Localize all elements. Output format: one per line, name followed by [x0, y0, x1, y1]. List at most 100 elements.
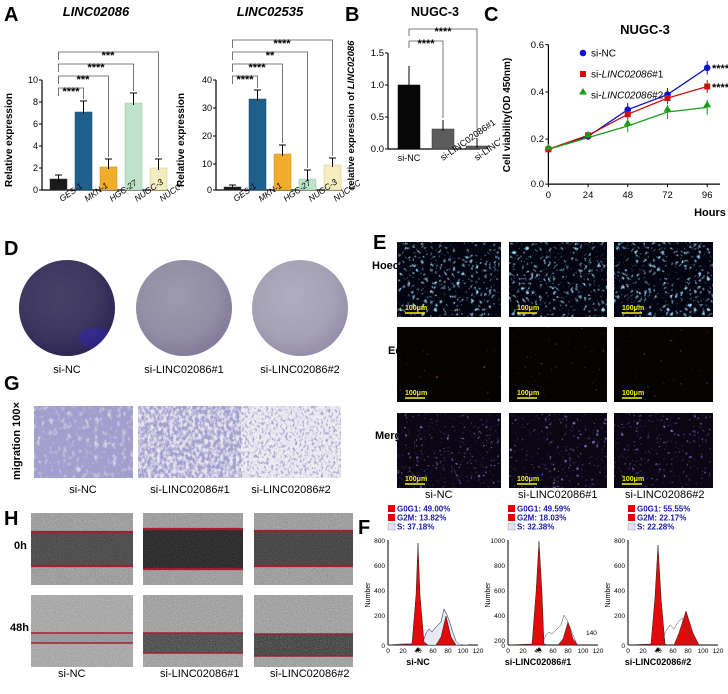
svg-text:4: 4 — [33, 141, 38, 151]
svg-text:20: 20 — [519, 648, 527, 655]
svg-text:NUGC-3: NUGC-3 — [411, 5, 459, 19]
svg-text:60: 60 — [429, 648, 437, 655]
svg-text:20: 20 — [399, 648, 407, 655]
svg-text:0.0: 0.0 — [371, 144, 384, 155]
svg-text:30: 30 — [202, 103, 212, 113]
svg-text:800: 800 — [374, 538, 385, 545]
svg-text:800: 800 — [494, 563, 505, 570]
svg-text:80: 80 — [444, 648, 452, 655]
svg-text:0: 0 — [621, 643, 625, 650]
svg-text:100μm: 100μm — [405, 305, 427, 312]
svg-text:LINC02086: LINC02086 — [63, 4, 130, 19]
svg-text:8: 8 — [33, 97, 38, 107]
svg-text:si-LINC02086#1: si-LINC02086#1 — [150, 484, 230, 496]
svg-text:G0G1: 55.55%: G0G1: 55.55% — [637, 505, 690, 514]
svg-text:Number: Number — [365, 582, 372, 608]
svg-text:120: 120 — [713, 648, 724, 655]
svg-text:600: 600 — [374, 563, 385, 570]
svg-text:0.4: 0.4 — [531, 87, 544, 98]
svg-text:si-LINC02086#2: si-LINC02086#2 — [625, 657, 692, 667]
svg-text:Number: Number — [605, 582, 612, 608]
svg-text:si-NC: si-NC — [69, 484, 97, 496]
svg-text:si-NC: si-NC — [591, 49, 616, 60]
svg-text:140: 140 — [586, 630, 597, 637]
svg-text:G0G1: 49.00%: G0G1: 49.00% — [397, 505, 450, 514]
svg-text:200: 200 — [614, 613, 625, 620]
svg-text:40: 40 — [202, 75, 212, 85]
svg-text:72: 72 — [662, 190, 673, 201]
svg-text:G2M: 13.82%: G2M: 13.82% — [397, 514, 446, 523]
svg-text:S: 32.38%: S: 32.38% — [517, 523, 554, 532]
svg-text:96: 96 — [702, 190, 713, 201]
svg-text:100μm: 100μm — [405, 390, 427, 397]
svg-text:100: 100 — [698, 648, 709, 655]
svg-text:1.0: 1.0 — [371, 80, 384, 91]
svg-text:si-LINC02086#1: si-LINC02086#1 — [591, 70, 664, 81]
svg-text:****: **** — [87, 62, 105, 74]
svg-text:800: 800 — [614, 538, 625, 545]
svg-text:Hours: Hours — [694, 207, 726, 219]
svg-text:0.0: 0.0 — [531, 179, 544, 190]
svg-text:si-LINC02086#2: si-LINC02086#2 — [591, 91, 664, 102]
svg-text:0: 0 — [33, 185, 38, 195]
svg-text:120: 120 — [593, 648, 604, 655]
svg-text:si-NC: si-NC — [406, 657, 430, 667]
svg-text:120: 120 — [473, 648, 484, 655]
svg-text:0: 0 — [381, 643, 385, 650]
svg-text:10: 10 — [202, 159, 212, 169]
svg-text:600: 600 — [614, 563, 625, 570]
svg-text:48: 48 — [622, 190, 633, 201]
svg-text:0: 0 — [386, 648, 390, 655]
svg-text:100μm: 100μm — [517, 476, 539, 483]
svg-text:0.6: 0.6 — [531, 40, 544, 51]
svg-text:24: 24 — [583, 190, 594, 201]
svg-text:0: 0 — [626, 648, 630, 655]
svg-text:si-LINC02086#1: si-LINC02086#1 — [505, 657, 572, 667]
svg-text:200: 200 — [374, 613, 385, 620]
svg-text:relative expression of LINC020: relative expression of LINC02086 — [346, 40, 357, 190]
svg-text:si-LINC02086#2: si-LINC02086#2 — [251, 484, 331, 496]
svg-text:80: 80 — [564, 648, 572, 655]
svg-text:100μm: 100μm — [622, 305, 644, 312]
svg-text:400: 400 — [614, 588, 625, 595]
svg-text:20: 20 — [202, 131, 212, 141]
svg-text:0: 0 — [207, 185, 212, 195]
svg-text:80: 80 — [684, 648, 692, 655]
svg-text:100: 100 — [578, 648, 589, 655]
svg-text:Number: Number — [485, 582, 492, 608]
svg-text:1.5: 1.5 — [371, 48, 384, 59]
svg-text:****: **** — [236, 74, 254, 86]
svg-text:60: 60 — [549, 648, 557, 655]
svg-text:Relative expression: Relative expression — [4, 93, 15, 187]
svg-text:Relative expression: Relative expression — [176, 93, 187, 187]
svg-text:100μm: 100μm — [622, 390, 644, 397]
svg-text:****: **** — [273, 38, 291, 50]
svg-text:100: 100 — [458, 648, 469, 655]
svg-text:100μm: 100μm — [405, 476, 427, 483]
svg-text:10: 10 — [28, 75, 38, 85]
svg-text:0: 0 — [501, 643, 505, 650]
svg-text:G2M: 18.03%: G2M: 18.03% — [517, 514, 566, 523]
svg-text:400: 400 — [374, 588, 385, 595]
svg-text:****: **** — [417, 38, 435, 50]
svg-text:****: **** — [712, 82, 728, 94]
svg-text:2: 2 — [33, 163, 38, 173]
svg-text:S: 37.18%: S: 37.18% — [397, 523, 434, 532]
svg-text:****: **** — [62, 86, 80, 98]
svg-text:G0G1: 49.59%: G0G1: 49.59% — [517, 505, 570, 514]
svg-text:600: 600 — [494, 588, 505, 595]
svg-text:0.2: 0.2 — [531, 134, 544, 145]
svg-text:**: ** — [266, 50, 275, 62]
svg-text:****: **** — [434, 26, 452, 38]
svg-text:0: 0 — [546, 190, 551, 201]
svg-text:0.5: 0.5 — [371, 112, 384, 123]
svg-text:NUGC-3: NUGC-3 — [620, 22, 670, 37]
svg-text:1000: 1000 — [491, 538, 506, 545]
svg-text:100μm: 100μm — [517, 305, 539, 312]
svg-text:****: **** — [712, 63, 728, 75]
svg-text:si-NC: si-NC — [398, 153, 421, 163]
svg-text:60: 60 — [669, 648, 677, 655]
svg-text:****: **** — [248, 62, 266, 74]
svg-text:400: 400 — [494, 613, 505, 620]
svg-text:***: *** — [77, 74, 91, 86]
